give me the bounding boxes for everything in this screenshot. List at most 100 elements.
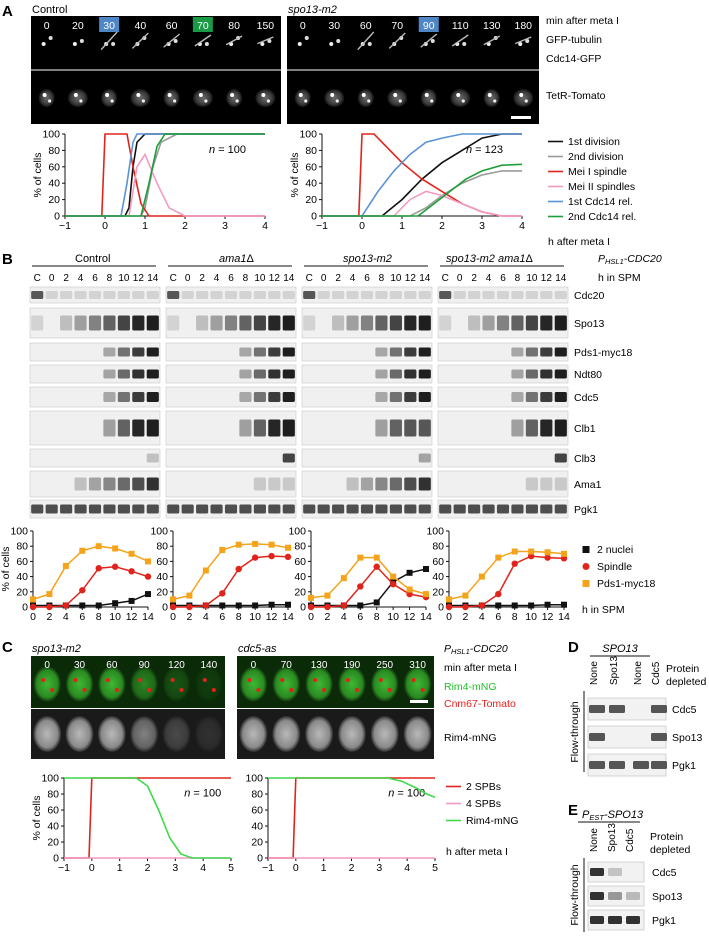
lane-label: 2 — [63, 273, 69, 284]
blot-label: Clb1 — [574, 423, 596, 435]
lane-label: 2 — [335, 273, 341, 284]
legend-axis-label: h after meta I — [548, 236, 610, 248]
x-tick-label: 6 — [357, 611, 363, 623]
x-tick-label: 2 — [145, 862, 151, 874]
data-point — [389, 581, 397, 588]
data-point — [446, 596, 452, 603]
panelE-side-label: Flow-through — [569, 864, 581, 925]
panelA-legend: 1st division 2nd division Mei I spindle Mei… — [548, 136, 636, 248]
series-line — [322, 190, 522, 217]
panelA-row-label-tetr: TetR-Tomato — [546, 90, 606, 102]
data-point — [62, 562, 69, 569]
series-line — [65, 152, 265, 217]
lane-label: 12 — [269, 273, 281, 284]
x-tick-label: 5 — [228, 862, 234, 874]
lane-label: 4 — [214, 273, 220, 284]
data-point — [268, 552, 275, 560]
panelC-right-time-label: 70 — [281, 660, 293, 671]
lane-label: 10 — [254, 273, 266, 284]
y-tick-label: 60 — [251, 805, 263, 817]
y-tick-label: 80 — [16, 541, 28, 553]
x-tick-label: 4 — [200, 862, 206, 874]
data-point — [112, 600, 119, 607]
y-tick-label: 20 — [294, 586, 306, 598]
panelC-row-label-cnm67: Cnm67-Tomato — [444, 698, 516, 710]
x-tick-label: 4 — [519, 220, 525, 232]
data-point — [284, 553, 292, 561]
panelA-control-time-label: 40 — [135, 20, 147, 32]
x-tick-label: 1 — [142, 220, 148, 232]
blot-label: Pds1-myc18 — [574, 347, 633, 359]
legend-label: 2 SPBs — [466, 781, 501, 793]
data-point — [29, 603, 37, 611]
legend-label: Spindle — [597, 561, 632, 573]
data-point — [445, 603, 453, 611]
data-point — [373, 599, 380, 606]
x-tick-label: 4 — [341, 611, 347, 623]
lane-label: 0 — [321, 273, 327, 284]
data-point — [95, 602, 102, 609]
data-point — [219, 602, 226, 609]
y-tick-label: 0 — [22, 602, 28, 614]
n-annotation: n = 100 — [209, 144, 246, 156]
panelC-left-time-label: 60 — [106, 660, 118, 671]
series-line — [322, 163, 523, 217]
data-point — [128, 550, 135, 557]
data-point — [95, 543, 102, 550]
x-tick-label: 6 — [219, 611, 225, 623]
panelA-mutant-time-label: 30 — [328, 20, 340, 32]
x-tick-label: 0 — [30, 611, 36, 623]
panelA-control-time-label: 70 — [197, 20, 209, 32]
lane-label: 6 — [228, 273, 234, 284]
lane-label: 12 — [405, 273, 417, 284]
data-point — [478, 602, 486, 609]
y-tick-label: 20 — [432, 586, 444, 598]
x-tick-label: 3 — [479, 220, 485, 232]
lane-label: 14 — [283, 273, 295, 284]
y-tick-label: 40 — [156, 571, 168, 583]
y-axis-label: % of cells — [31, 796, 43, 841]
lane-label: 8 — [379, 273, 385, 284]
data-point — [95, 565, 102, 572]
panelE-depleted: depleted — [650, 844, 690, 856]
y-tick-label: 100 — [42, 129, 60, 141]
panelB-group-title: Control — [75, 253, 110, 265]
y-tick-label: 80 — [48, 145, 60, 157]
lane-label: 14 — [419, 273, 431, 284]
x-tick-label: 0 — [308, 611, 314, 623]
x-tick-label: 10 — [249, 611, 261, 623]
lane-label: 14 — [555, 273, 567, 284]
data-point — [202, 602, 210, 609]
data-point — [252, 602, 259, 609]
panelC-right-time-label: 190 — [344, 660, 361, 671]
data-point — [285, 601, 291, 608]
blot-label: Pgk1 — [574, 504, 598, 516]
x-tick-label: 1 — [117, 862, 123, 874]
panelA-mutant-time-label: 60 — [360, 20, 372, 32]
y-tick-label: 20 — [156, 586, 168, 598]
y-tick-label: 40 — [432, 571, 444, 583]
y-tick-label: 20 — [251, 837, 263, 849]
blot-label: Ama1 — [574, 479, 602, 491]
y-tick-label: 100 — [150, 526, 168, 538]
data-point — [511, 560, 518, 567]
data-point — [145, 591, 151, 598]
x-tick-label: 0 — [102, 220, 108, 232]
series-line — [173, 555, 289, 608]
blot-label: Spo13 — [574, 318, 605, 330]
y-tick-label: 100 — [299, 129, 317, 141]
panelC-header-right: PHSL1-CDC20 — [444, 643, 508, 656]
x-tick-label: 0 — [359, 220, 365, 232]
panel-letter-d: D — [568, 639, 579, 656]
panelD-row-label: Cdc5 — [672, 704, 697, 716]
blot-label: Ndt80 — [574, 369, 602, 381]
panel-letter-a: A — [2, 3, 13, 20]
lane-label: 6 — [500, 273, 506, 284]
x-tick-label: 2 — [187, 611, 193, 623]
x-tick-label: 2 — [182, 220, 188, 232]
y-tick-label: 0 — [300, 602, 306, 614]
